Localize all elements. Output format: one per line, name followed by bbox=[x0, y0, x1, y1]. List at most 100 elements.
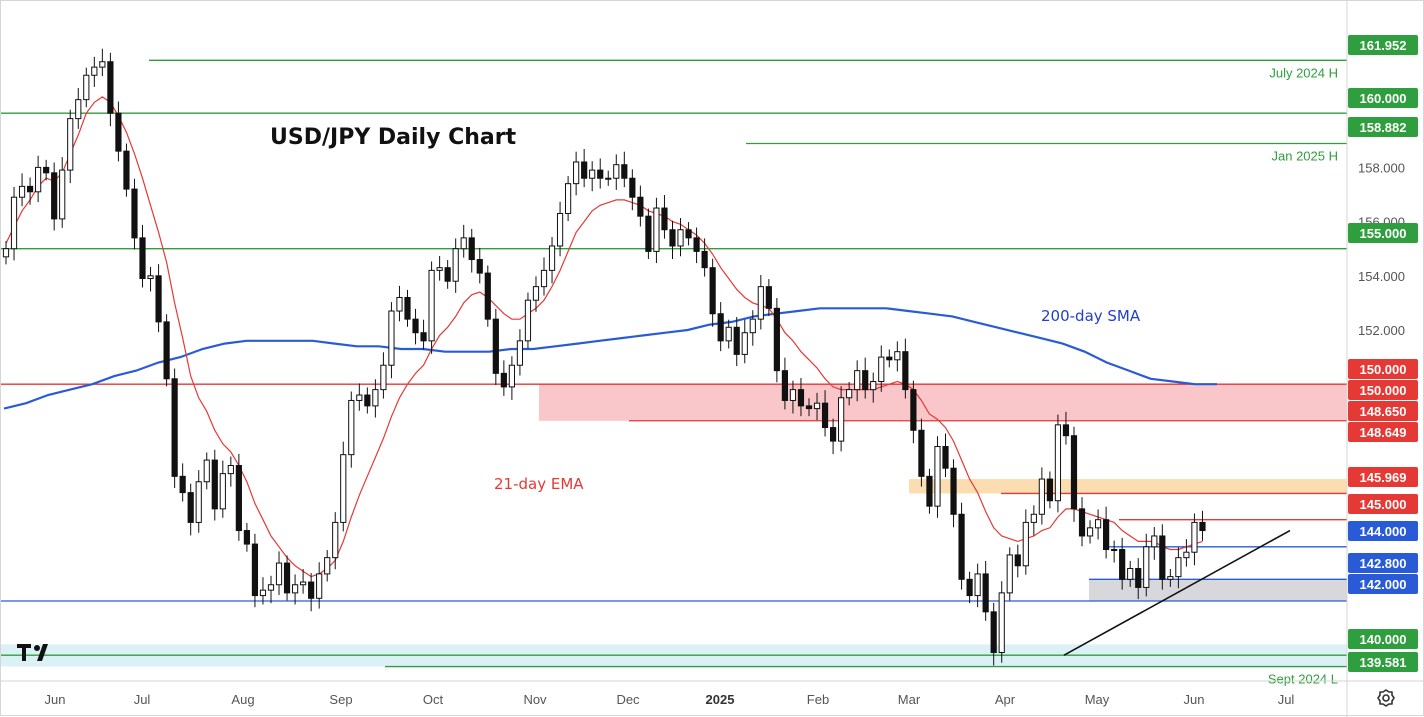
candle[interactable] bbox=[115, 101, 122, 162]
candle[interactable] bbox=[492, 308, 499, 386]
candle[interactable] bbox=[1062, 411, 1070, 445]
candle[interactable] bbox=[838, 386, 845, 452]
candle[interactable] bbox=[589, 161, 596, 192]
candle[interactable] bbox=[468, 228, 475, 273]
candle[interactable] bbox=[372, 379, 379, 418]
candle[interactable] bbox=[187, 483, 194, 536]
candle[interactable] bbox=[107, 52, 114, 127]
candle[interactable] bbox=[1199, 510, 1206, 541]
candle[interactable] bbox=[83, 67, 90, 108]
candle[interactable] bbox=[259, 577, 267, 605]
candle[interactable] bbox=[661, 195, 668, 239]
candle[interactable] bbox=[1046, 471, 1054, 509]
candle[interactable] bbox=[677, 218, 684, 257]
candle[interactable] bbox=[1151, 527, 1158, 560]
price-tag[interactable]: 145.969 bbox=[1348, 467, 1418, 487]
price-tag[interactable]: 139.581 bbox=[1348, 652, 1418, 672]
candle[interactable] bbox=[43, 159, 50, 181]
candle[interactable] bbox=[669, 220, 676, 259]
candle[interactable] bbox=[1167, 569, 1174, 587]
price-tag[interactable]: 148.650 bbox=[1348, 401, 1418, 421]
candle[interactable] bbox=[267, 575, 275, 604]
candle[interactable] bbox=[1119, 537, 1126, 590]
settings-gear-icon[interactable] bbox=[1373, 685, 1399, 711]
candle[interactable] bbox=[251, 533, 259, 608]
candle[interactable] bbox=[565, 176, 572, 222]
candle[interactable] bbox=[717, 302, 724, 352]
candle[interactable] bbox=[91, 56, 98, 87]
candle[interactable] bbox=[902, 338, 909, 399]
candle[interactable] bbox=[195, 470, 202, 533]
candle[interactable] bbox=[966, 571, 973, 604]
candle[interactable] bbox=[918, 418, 925, 487]
candle[interactable] bbox=[452, 238, 459, 293]
candle[interactable] bbox=[428, 261, 435, 354]
candle[interactable] bbox=[1070, 426, 1078, 522]
candle[interactable] bbox=[26, 177, 34, 205]
candle[interactable] bbox=[476, 247, 483, 284]
candle[interactable] bbox=[854, 360, 861, 402]
candle[interactable] bbox=[613, 154, 620, 190]
support-trendline[interactable] bbox=[1063, 529, 1291, 656]
candle[interactable] bbox=[870, 372, 877, 403]
candle[interactable] bbox=[1054, 414, 1062, 513]
candle[interactable] bbox=[155, 264, 162, 333]
candle[interactable] bbox=[203, 452, 210, 490]
candle[interactable] bbox=[75, 87, 82, 129]
candle[interactable] bbox=[637, 185, 644, 227]
candle[interactable] bbox=[765, 279, 772, 316]
candle[interactable] bbox=[1030, 505, 1037, 536]
candle[interactable] bbox=[163, 314, 170, 387]
candle[interactable] bbox=[235, 453, 242, 541]
candle[interactable] bbox=[998, 581, 1005, 663]
candle[interactable] bbox=[605, 170, 612, 186]
candle[interactable] bbox=[1135, 558, 1142, 600]
candle[interactable] bbox=[508, 356, 515, 400]
candle[interactable] bbox=[147, 266, 154, 292]
candle[interactable] bbox=[621, 151, 628, 188]
candle[interactable] bbox=[300, 569, 307, 594]
candle[interactable] bbox=[332, 512, 339, 570]
candle[interactable] bbox=[733, 316, 740, 367]
candle[interactable] bbox=[1159, 524, 1166, 590]
candle[interactable] bbox=[821, 390, 829, 437]
candle[interactable] bbox=[573, 151, 580, 196]
candle[interactable] bbox=[693, 227, 700, 264]
candle[interactable] bbox=[420, 319, 427, 350]
candle[interactable] bbox=[219, 460, 226, 518]
candle[interactable] bbox=[982, 560, 989, 621]
candle[interactable] bbox=[829, 418, 837, 455]
candle[interactable] bbox=[741, 319, 748, 364]
candle[interactable] bbox=[540, 257, 548, 296]
candle[interactable] bbox=[597, 158, 604, 189]
candle[interactable] bbox=[886, 349, 893, 368]
candle[interactable] bbox=[773, 298, 780, 383]
candle[interactable] bbox=[950, 459, 957, 528]
candle[interactable] bbox=[1094, 509, 1102, 540]
candle[interactable] bbox=[2, 241, 10, 265]
candle[interactable] bbox=[99, 48, 106, 77]
price-tag[interactable]: 155.000 bbox=[1348, 223, 1418, 243]
candle[interactable] bbox=[356, 383, 363, 411]
candle[interactable] bbox=[291, 574, 299, 605]
candle[interactable] bbox=[934, 436, 941, 518]
candle[interactable] bbox=[757, 274, 764, 330]
candle[interactable] bbox=[1022, 509, 1029, 575]
candle[interactable] bbox=[388, 302, 395, 379]
price-tag[interactable]: 142.800 bbox=[1348, 553, 1418, 573]
candle[interactable] bbox=[974, 563, 981, 608]
candle[interactable] bbox=[532, 276, 540, 312]
candle[interactable] bbox=[846, 382, 853, 406]
candle[interactable] bbox=[942, 433, 949, 478]
price-tag[interactable]: 145.000 bbox=[1348, 494, 1418, 514]
candle[interactable] bbox=[1014, 544, 1021, 578]
candle[interactable] bbox=[645, 208, 652, 259]
candle[interactable] bbox=[789, 380, 797, 414]
candle[interactable] bbox=[484, 265, 491, 327]
candle[interactable] bbox=[1127, 560, 1134, 587]
candle[interactable] bbox=[709, 258, 716, 327]
price-tag[interactable]: 142.000 bbox=[1348, 574, 1418, 594]
candle[interactable] bbox=[524, 292, 532, 349]
candle[interactable] bbox=[460, 224, 467, 258]
